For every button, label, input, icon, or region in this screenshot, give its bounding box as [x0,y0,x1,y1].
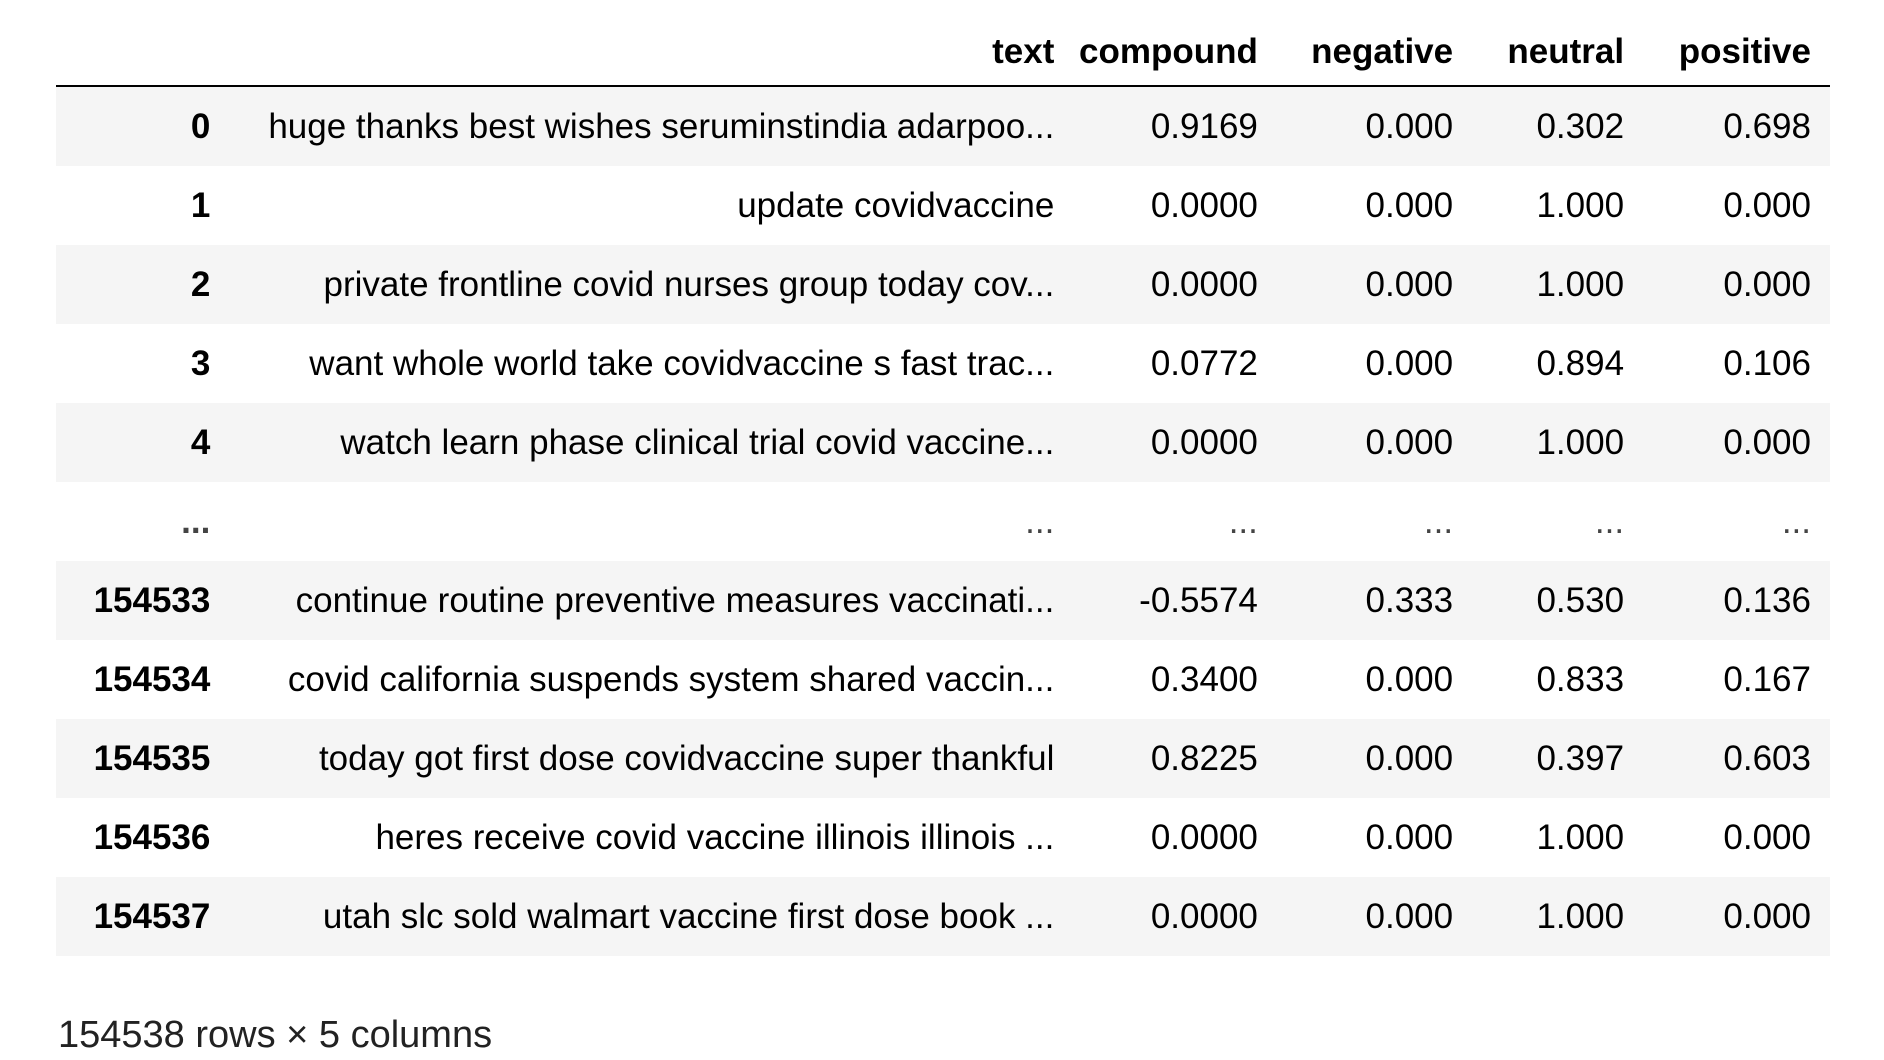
cell-positive: 0.000 [1723,422,1811,462]
table-row: 154534 covid california suspends system s… [56,640,1830,719]
table-header: text compound negative neutral positive [56,18,1830,87]
cell-compound: 0.0772 [1150,343,1258,383]
cell-neutral: 1.000 [1536,185,1625,225]
column-header-compound: compound [1073,18,1277,87]
cell-negative: 0.000 [1365,106,1454,146]
cell-positive: 0.000 [1723,264,1811,304]
row-index: 154533 [93,580,211,620]
cell-positive: 0.698 [1723,106,1811,146]
row-index: ... [181,501,211,541]
column-header-positive: positive [1643,18,1830,87]
cell-negative: 0.000 [1365,817,1454,857]
cell-neutral: 0.530 [1536,580,1625,620]
row-index: 154536 [93,817,211,857]
header-row: text compound negative neutral positive [56,18,1830,87]
cell-compound: 0.0000 [1150,422,1258,462]
cell-positive: 0.136 [1723,580,1811,620]
cell-neutral: 0.302 [1536,106,1625,146]
table-body: 0 huge thanks best wishes seruminstindia … [56,86,1830,956]
ellipsis-row: .................. [56,482,1830,561]
dataframe-shape-summary: 154538 rows × 5 columns [58,1014,493,1056]
cell-negative: 0.000 [1365,738,1454,778]
table-row: 154535 today got first dose covidvaccine … [56,719,1830,798]
cell-positive: 0.603 [1723,738,1811,778]
cell-positive: 0.000 [1723,896,1811,936]
cell-negative: 0.000 [1365,896,1454,936]
cell-negative: 0.000 [1365,422,1454,462]
row-index: 0 [190,106,211,146]
cell-text: covid california suspends system shared … [287,659,1055,699]
cell-negative: 0.000 [1365,343,1454,383]
cell-text: today got first dose covidvaccine super … [318,738,1055,778]
cell-compound: 0.0000 [1150,817,1258,857]
cell-neutral: 0.894 [1536,343,1625,383]
cell-positive: 0.167 [1723,659,1811,699]
cell-text: huge thanks best wishes seruminstindia a… [268,106,1055,146]
cell-compound: 0.0000 [1150,185,1258,225]
cell-negative: 0.000 [1365,185,1454,225]
column-header-negative: negative [1276,18,1473,87]
table-row: 154536 heres receive covid vaccine illino… [56,798,1830,877]
cell-neutral: 0.833 [1536,659,1625,699]
cell-text: heres receive covid vaccine illinois ill… [375,817,1055,857]
cell-compound: 0.3400 [1150,659,1258,699]
cell-text: want whole world take covidvaccine s fas… [309,343,1055,383]
cell-negative: 0.333 [1365,580,1454,620]
cell-compound: 0.9169 [1150,106,1258,146]
cell-compound: 0.8225 [1150,738,1258,778]
table-row: 4 watch learn phase clinical trial covid … [56,403,1830,482]
cell-neutral: ... [1594,501,1625,541]
table-row: 3 want whole world take covidvaccine s fa… [56,324,1830,403]
cell-negative: 0.000 [1365,659,1454,699]
notebook-output-area: text compound negative neutral positive … [56,18,1830,956]
column-header-neutral: neutral [1472,18,1644,87]
cell-text: private frontline covid nurses group tod… [323,264,1055,304]
row-index: 4 [190,422,211,462]
cell-text: watch learn phase clinical trial covid v… [340,422,1055,462]
table-row: 1 update covidvaccine 0.0000 0.000 1.000 0.00… [56,166,1830,245]
row-index: 3 [190,343,211,383]
row-index: 1 [190,185,211,225]
cell-neutral: 1.000 [1536,817,1625,857]
cell-positive: 0.000 [1723,185,1811,225]
cell-neutral: 1.000 [1536,896,1625,936]
cell-compound: -0.5574 [1139,580,1258,620]
cell-text: continue routine preventive measures vac… [295,580,1055,620]
cell-positive: ... [1781,501,1811,541]
cell-compound: 0.0000 [1150,896,1258,936]
row-index: 154537 [93,896,211,936]
cell-compound: 0.0000 [1150,264,1258,304]
cell-compound: ... [1228,501,1258,541]
cell-text: ... [1025,501,1055,541]
table-row: 154537 utah slc sold walmart vaccine firs… [56,877,1830,956]
cell-negative: ... [1423,501,1454,541]
column-header-text: text [229,18,1074,87]
cell-neutral: 0.397 [1536,738,1625,778]
cell-positive: 0.000 [1723,817,1811,857]
dataframe-table: text compound negative neutral positive … [56,18,1830,956]
row-index: 2 [190,264,211,304]
table-row: 2 private frontline covid nurses group to… [56,245,1830,324]
row-index: 154534 [93,659,211,699]
cell-neutral: 1.000 [1536,422,1625,462]
table-row: 0 huge thanks best wishes seruminstindia … [56,86,1830,166]
cell-positive: 0.106 [1723,343,1811,383]
index-header [56,18,230,87]
cell-text: utah slc sold walmart vaccine first dose… [322,896,1055,936]
cell-negative: 0.000 [1365,264,1454,304]
cell-text: update covidvaccine [737,185,1055,225]
cell-neutral: 1.000 [1536,264,1625,304]
row-index: 154535 [93,738,211,778]
table-row: 154533 continue routine preventive measur… [56,561,1830,640]
